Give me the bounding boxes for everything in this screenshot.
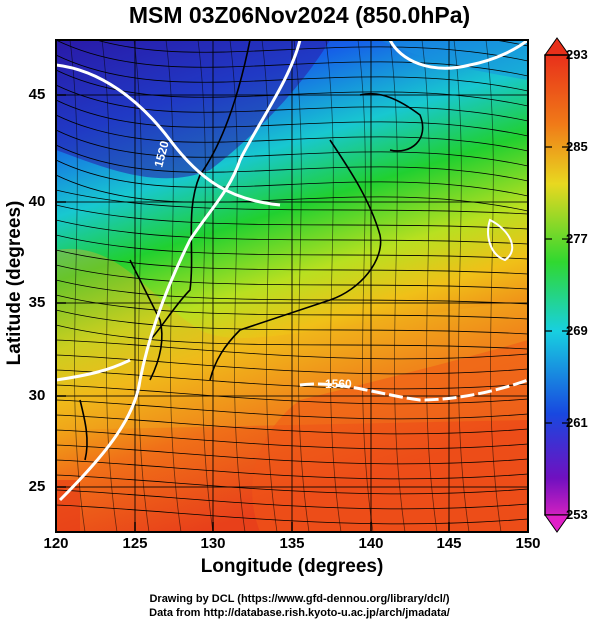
x-axis-label: Longitude (degrees) [200, 556, 384, 577]
colorbar-tick-label: 269 [566, 323, 588, 338]
streamline [56, 69, 528, 107]
x-tick-label: 135 [279, 535, 305, 552]
streamline [56, 54, 528, 92]
axis-tick-marks [55, 94, 529, 532]
streamline [261, 40, 278, 532]
geopotential-contours [56, 40, 528, 502]
streamline [485, 40, 502, 532]
y-tick-label: 25 [28, 478, 46, 495]
streamline [197, 40, 214, 532]
y-tick-label: 35 [28, 294, 46, 311]
streamline [56, 309, 528, 335]
streamline [389, 40, 406, 532]
colorbar-tick-label: 277 [566, 231, 588, 246]
y-tick-label: 45 [28, 86, 46, 103]
streamline [325, 40, 342, 532]
streamline [56, 339, 528, 360]
colorbar-tick-label: 285 [566, 139, 588, 154]
x-tick-label: 145 [436, 535, 462, 552]
credit-drawing: Drawing by DCL (https://www.gfd-dennou.o… [149, 593, 450, 605]
streamline [56, 114, 528, 152]
x-tick-label: 130 [200, 535, 226, 552]
streamline [56, 369, 528, 390]
colorbar-tick-label: 293 [566, 47, 588, 62]
streamline [56, 384, 528, 405]
x-tick-label: 125 [122, 535, 148, 552]
map-title: MSM 03Z06Nov2024 (850.0hPa) [128, 2, 471, 28]
contour-label-1560: 1560 [325, 377, 352, 391]
streamline [453, 40, 470, 532]
x-tick-label: 120 [43, 535, 69, 552]
streamline [56, 99, 528, 137]
colorbar [544, 37, 570, 533]
streamline [56, 429, 528, 450]
streamline [56, 489, 528, 510]
streamline [56, 189, 528, 215]
y-tick-label: 30 [28, 387, 46, 404]
streamline [56, 264, 528, 290]
streamline [56, 354, 528, 375]
streamline [293, 40, 310, 532]
streamline [229, 40, 246, 532]
streamline [56, 294, 528, 320]
streamline [56, 279, 528, 305]
x-tick-label: 150 [515, 535, 541, 552]
coastlines [79, 40, 424, 461]
colorbar-tick-label: 261 [566, 415, 588, 430]
y-tick-label: 40 [28, 193, 46, 210]
streamline [56, 504, 528, 525]
contour-label-1520: 1520 [151, 139, 172, 169]
streamline [95, 40, 528, 62]
streamline [56, 474, 528, 495]
streamline [69, 40, 86, 532]
wind-streamlines [56, 40, 528, 532]
streamline [56, 324, 528, 350]
streamline [56, 399, 528, 420]
x-tick-label: 140 [358, 535, 384, 552]
credit-data: Data from http://database.rish.kyoto-u.a… [149, 607, 450, 619]
colorbar-tick-label: 253 [566, 507, 588, 522]
streamline [56, 40, 528, 77]
streamline [421, 40, 438, 532]
streamline [56, 459, 528, 480]
y-axis-label: Latitude (degrees) [4, 200, 25, 366]
streamline [101, 40, 118, 532]
streamline [357, 40, 374, 532]
